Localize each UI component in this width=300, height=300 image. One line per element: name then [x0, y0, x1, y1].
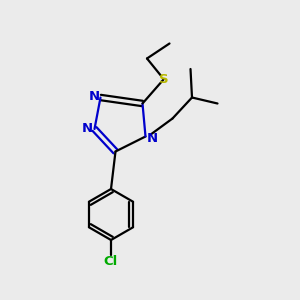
Text: S: S — [159, 73, 168, 86]
Text: N: N — [146, 131, 158, 145]
Text: N: N — [88, 89, 100, 103]
Text: Cl: Cl — [104, 255, 118, 268]
Text: N: N — [81, 122, 93, 136]
